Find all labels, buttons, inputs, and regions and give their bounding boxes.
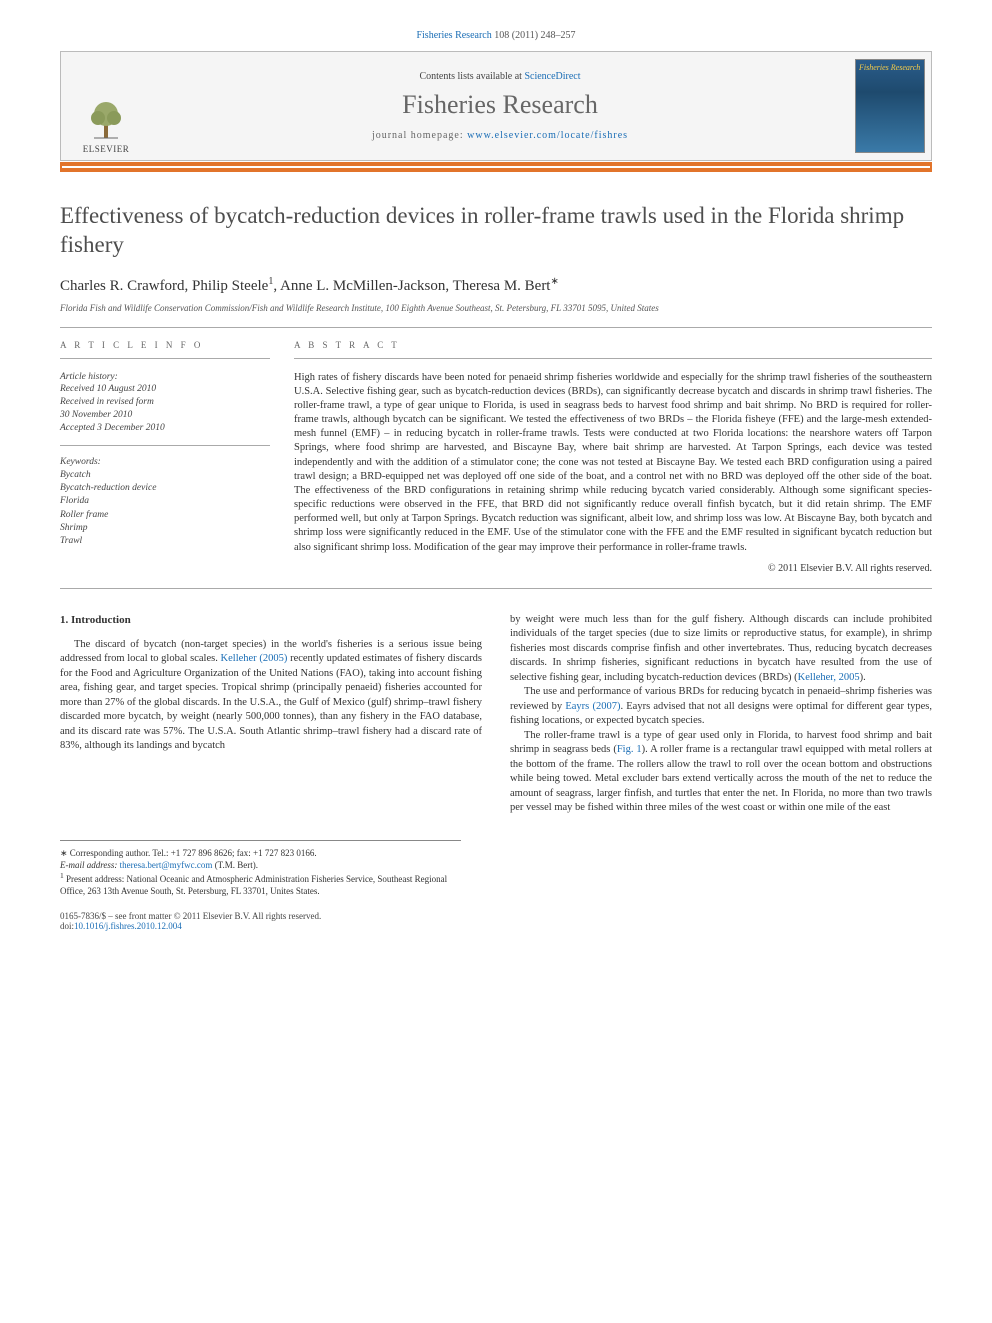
footnote-present-address: 1 Present address: National Oceanic and … [60, 871, 461, 897]
journal-ref-range: 108 (2011) 248–257 [492, 30, 576, 41]
doi-link[interactable]: 10.1016/j.fishres.2010.12.004 [74, 921, 182, 931]
orange-divider [60, 162, 932, 172]
keyword: Bycatch-reduction device [60, 483, 156, 493]
elsevier-logo[interactable]: ELSEVIER [83, 98, 130, 154]
article-history: Article history: Received 10 August 2010… [60, 371, 270, 446]
journal-title: Fisheries Research [402, 90, 598, 120]
article-info-column: A R T I C L E I N F O Article history: R… [60, 340, 270, 574]
abstract-label: A B S T R A C T [294, 340, 932, 350]
ref-kelleher-2005-b[interactable]: Kelleher, 2005 [798, 672, 860, 683]
author-list: Charles R. Crawford, Philip Steele1, Ann… [60, 276, 932, 295]
article-info-label: A R T I C L E I N F O [60, 340, 270, 350]
journal-reference: Fisheries Research 108 (2011) 248–257 [60, 30, 932, 41]
ref-eayrs-2007[interactable]: Eayrs (2007) [565, 701, 620, 712]
sciencedirect-link[interactable]: ScienceDirect [524, 71, 580, 82]
article-title: Effectiveness of bycatch-reduction devic… [60, 202, 932, 260]
journal-ref-link[interactable]: Fisheries Research [416, 30, 491, 41]
keyword: Roller frame [60, 510, 108, 520]
front-matter-line: 0165-7836/$ – see front matter © 2011 El… [60, 911, 932, 921]
page-footer: 0165-7836/$ – see front matter © 2011 El… [60, 911, 932, 931]
right-p1-b: ). [860, 672, 866, 683]
keyword: Bycatch [60, 470, 91, 480]
keyword: Florida [60, 496, 89, 506]
cover-title: Fisheries Research [856, 60, 924, 73]
author-sup-corr: ∗ [550, 276, 558, 287]
homepage-prefix: journal homepage: [372, 130, 467, 141]
affiliation: Florida Fish and Wildlife Conservation C… [60, 303, 932, 313]
keyword: Shrimp [60, 523, 87, 533]
history-accepted: Accepted 3 December 2010 [60, 423, 165, 433]
journal-reference-bar: Fisheries Research 108 (2011) 248–257 [60, 30, 932, 47]
divider-top [60, 327, 932, 328]
journal-cover-cell: Fisheries Research [849, 52, 931, 160]
publisher-logo-cell: ELSEVIER [61, 52, 151, 160]
email-tail: (T.M. Bert). [212, 860, 258, 870]
history-revised-2: 30 November 2010 [60, 410, 132, 420]
abstract-text: High rates of fishery discards have been… [294, 371, 932, 555]
journal-cover-thumb[interactable]: Fisheries Research [855, 59, 925, 153]
divider-after-abstract [60, 588, 932, 589]
ref-kelleher-2005[interactable]: Kelleher (2005) [221, 653, 288, 664]
abstract-copyright: © 2011 Elsevier B.V. All rights reserved… [294, 563, 932, 574]
doi-line: doi:10.1016/j.fishres.2010.12.004 [60, 921, 932, 931]
journal-banner: ELSEVIER Contents lists available at Sci… [60, 51, 932, 161]
authors-part2: , Anne L. McMillen-Jackson, Theresa M. B… [273, 278, 550, 294]
footnotes: ∗ Corresponding author. Tel.: +1 727 896… [60, 840, 461, 898]
homepage-link[interactable]: www.elsevier.com/locate/fishres [467, 130, 628, 141]
homepage-line: journal homepage: www.elsevier.com/locat… [372, 130, 628, 141]
divider-abstract [294, 358, 932, 359]
contents-available-line: Contents lists available at ScienceDirec… [419, 71, 580, 82]
keyword: Trawl [60, 536, 82, 546]
history-label: Article history: [60, 372, 118, 382]
body-column-right: by weight were much less than for the gu… [510, 613, 932, 816]
keywords-label: Keywords: [60, 456, 270, 469]
fn1-text: Present address: National Oceanic and At… [60, 874, 447, 896]
elsevier-tree-icon [84, 98, 128, 142]
body-column-left: 1. Introduction The discard of bycatch (… [60, 613, 482, 816]
intro-p1-b: recently updated estimates of fishery di… [60, 653, 482, 751]
ref-fig-1[interactable]: Fig. 1 [617, 744, 642, 755]
history-revised-1: Received in revised form [60, 397, 154, 407]
abstract-column: A B S T R A C T High rates of fishery di… [294, 340, 932, 574]
footnote-email: E-mail address: theresa.bert@myfwc.com (… [60, 859, 461, 871]
footnote-corresponding: ∗ Corresponding author. Tel.: +1 727 896… [60, 847, 461, 859]
keywords-block: Keywords: Bycatch Bycatch-reduction devi… [60, 456, 270, 549]
email-link[interactable]: theresa.bert@myfwc.com [120, 860, 213, 870]
right-p1-a: by weight were much less than for the gu… [510, 614, 932, 683]
email-label: E-mail address: [60, 860, 120, 870]
contents-prefix: Contents lists available at [419, 71, 524, 82]
authors-part1: Charles R. Crawford, Philip Steele [60, 278, 268, 294]
history-received: Received 10 August 2010 [60, 384, 156, 394]
body-columns: 1. Introduction The discard of bycatch (… [60, 613, 932, 816]
intro-heading: 1. Introduction [60, 613, 482, 628]
doi-prefix: doi: [60, 921, 74, 931]
divider-info [60, 358, 270, 359]
elsevier-wordmark: ELSEVIER [83, 144, 130, 154]
